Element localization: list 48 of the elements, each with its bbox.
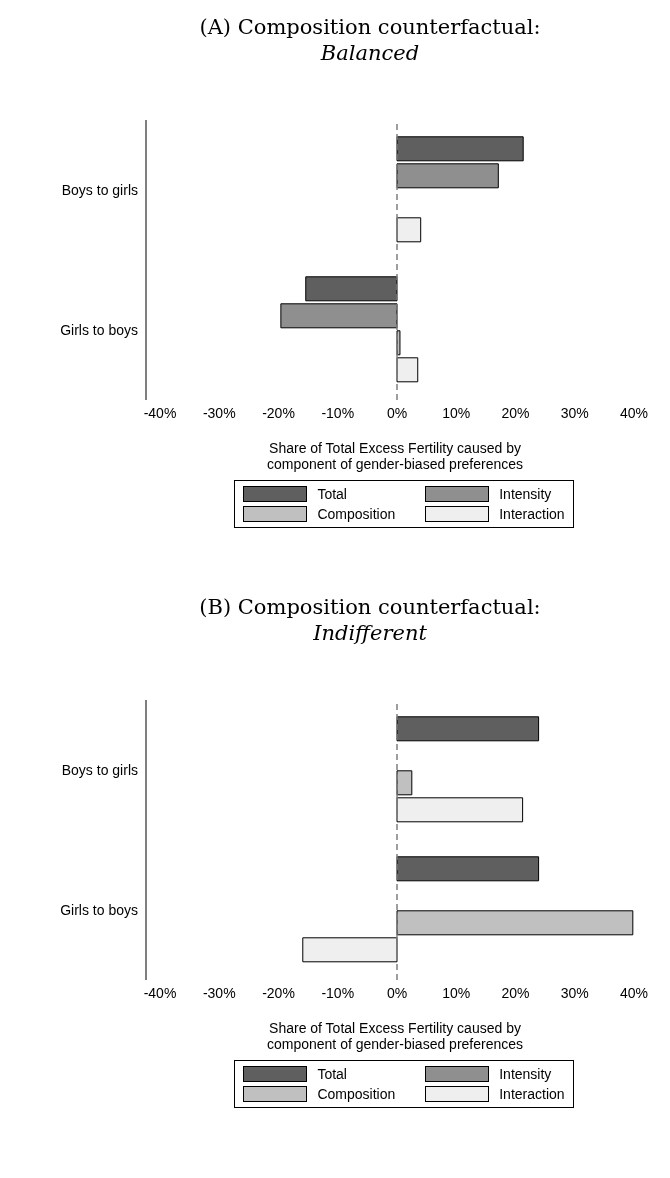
x-axis-title: Share of Total Excess Fertility caused by component of gender-biased preferences bbox=[265, 1020, 525, 1052]
x-tick-label: -40% bbox=[143, 404, 177, 421]
x-tick-label: -20% bbox=[262, 984, 295, 1001]
chart-title: (B) Composition counterfactual: bbox=[198, 594, 542, 620]
x-tick-label: -30% bbox=[202, 404, 236, 421]
x-tick-label: 20% bbox=[501, 984, 530, 1001]
legend-label: Interaction bbox=[499, 506, 565, 522]
bar bbox=[396, 357, 419, 383]
legend-label: Composition bbox=[317, 1086, 396, 1102]
legend-label: Intensity bbox=[499, 1066, 552, 1082]
y-tick-label: Boys to girls bbox=[61, 761, 138, 778]
bar bbox=[396, 797, 524, 823]
x-tick-label: 20% bbox=[501, 404, 530, 421]
chart-subtitle: Balanced bbox=[319, 40, 421, 66]
x-tick-label: 0% bbox=[386, 404, 408, 421]
legend-label: Total bbox=[317, 1066, 347, 1082]
x-tick-label: 30% bbox=[560, 404, 589, 421]
x-tick-label: -10% bbox=[321, 404, 355, 421]
x-tick-label: -10% bbox=[321, 984, 355, 1001]
x-tick-label: -20% bbox=[262, 404, 295, 421]
legend-label: Intensity bbox=[499, 486, 552, 502]
bar bbox=[396, 856, 540, 882]
chart-subtitle: Indifferent bbox=[312, 620, 428, 646]
bar bbox=[396, 716, 540, 742]
x-tick-label: 10% bbox=[442, 984, 471, 1001]
bar bbox=[280, 303, 398, 329]
x-tick-label: -30% bbox=[202, 984, 236, 1001]
x-tick-label: -40% bbox=[143, 984, 177, 1001]
y-tick-label: Girls to boys bbox=[60, 901, 138, 918]
chart-title: (A) Composition counterfactual: bbox=[198, 14, 542, 40]
x-tick-label: 40% bbox=[619, 404, 649, 421]
bar bbox=[302, 937, 398, 963]
bar bbox=[396, 163, 499, 189]
bar bbox=[305, 276, 398, 302]
bar bbox=[396, 910, 634, 936]
x-axis-title: Share of Total Excess Fertility caused by component of gender-biased preferences bbox=[265, 440, 525, 472]
x-tick-label: 30% bbox=[560, 984, 589, 1001]
y-tick-label: Girls to boys bbox=[60, 321, 138, 338]
legend-label: Interaction bbox=[499, 1086, 565, 1102]
bar bbox=[396, 217, 422, 243]
bar bbox=[396, 770, 413, 796]
x-tick-label: 0% bbox=[386, 984, 408, 1001]
y-tick-label: Boys to girls bbox=[61, 181, 138, 198]
x-tick-label: 10% bbox=[442, 404, 471, 421]
legend-label: Total bbox=[317, 486, 347, 502]
bar bbox=[396, 136, 524, 162]
legend-label: Composition bbox=[317, 506, 396, 522]
x-tick-label: 40% bbox=[619, 984, 649, 1001]
